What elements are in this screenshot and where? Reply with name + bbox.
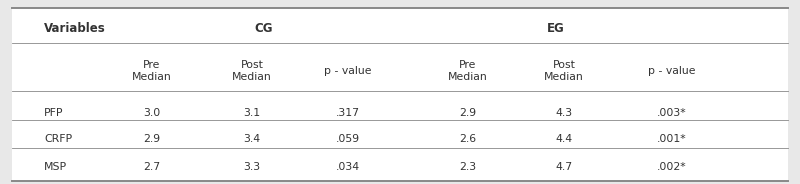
Text: 2.6: 2.6: [459, 134, 477, 144]
Text: .034: .034: [336, 162, 360, 172]
Text: .001*: .001*: [657, 134, 687, 144]
Text: .002*: .002*: [657, 162, 687, 172]
FancyBboxPatch shape: [12, 8, 788, 181]
Text: 3.1: 3.1: [243, 108, 261, 118]
Text: 3.0: 3.0: [143, 108, 161, 118]
Text: p - value: p - value: [648, 66, 696, 76]
Text: 2.3: 2.3: [459, 162, 477, 172]
Text: .003*: .003*: [657, 108, 687, 118]
Text: Pre
Median: Pre Median: [132, 60, 172, 82]
Text: 4.4: 4.4: [555, 134, 573, 144]
Text: 3.4: 3.4: [243, 134, 261, 144]
Text: MSP: MSP: [44, 162, 67, 172]
Text: Variables: Variables: [44, 22, 106, 35]
Text: 4.3: 4.3: [555, 108, 573, 118]
Text: 4.7: 4.7: [555, 162, 573, 172]
Text: PFP: PFP: [44, 108, 63, 118]
Text: 3.3: 3.3: [243, 162, 261, 172]
Text: 2.9: 2.9: [143, 134, 161, 144]
Text: CRFP: CRFP: [44, 134, 72, 144]
Text: p - value: p - value: [324, 66, 372, 76]
Text: .317: .317: [336, 108, 360, 118]
Text: Post
Median: Post Median: [232, 60, 272, 82]
Text: 2.7: 2.7: [143, 162, 161, 172]
Text: EG: EG: [547, 22, 565, 35]
Text: CG: CG: [254, 22, 274, 35]
Text: Post
Median: Post Median: [544, 60, 584, 82]
Text: .059: .059: [336, 134, 360, 144]
Text: Pre
Median: Pre Median: [448, 60, 488, 82]
Text: 2.9: 2.9: [459, 108, 477, 118]
